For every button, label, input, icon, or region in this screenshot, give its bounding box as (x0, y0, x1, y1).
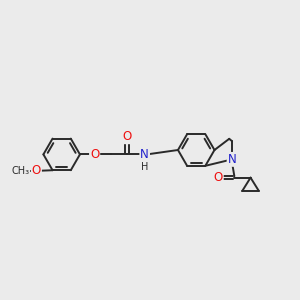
Text: N: N (140, 148, 149, 161)
Text: O: O (90, 148, 99, 161)
Text: O: O (122, 130, 132, 143)
Text: H: H (141, 162, 148, 172)
Text: O: O (32, 164, 41, 177)
Text: CH₃: CH₃ (11, 166, 29, 176)
Text: O: O (214, 171, 223, 184)
Text: N: N (228, 153, 236, 166)
